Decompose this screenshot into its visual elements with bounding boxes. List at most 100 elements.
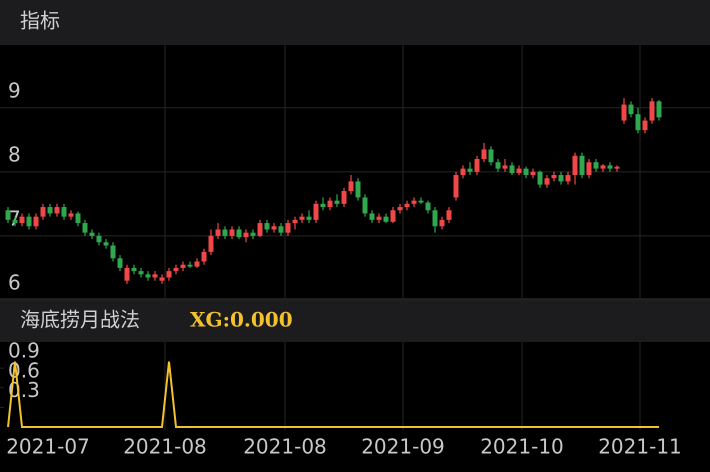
candle-body — [446, 210, 452, 220]
x-tick-label: 2021-10 — [480, 435, 564, 459]
candle-body — [579, 155, 585, 176]
x-tick-label: 2021-11 — [598, 435, 682, 459]
candle-body — [12, 219, 18, 224]
candle-body — [558, 175, 564, 182]
candle-body — [439, 219, 445, 227]
candle-body — [5, 210, 11, 220]
indicator-value: XG:0.000 — [190, 308, 293, 332]
candle-body — [621, 104, 627, 121]
candle-body — [530, 171, 536, 176]
candle-body — [103, 242, 109, 246]
candle-body — [488, 149, 494, 163]
candle-body — [544, 178, 550, 185]
candle-body — [320, 203, 326, 208]
candle-body — [110, 245, 116, 259]
candle-body — [537, 171, 543, 185]
candle-body — [278, 226, 284, 233]
candle-body — [236, 229, 242, 238]
candle-body — [285, 223, 291, 233]
candle-body — [173, 267, 179, 272]
y-tick-label: 7 — [8, 206, 21, 230]
candle-body — [201, 251, 207, 262]
candle-body — [614, 166, 620, 169]
candle-body — [404, 203, 410, 208]
candle-body — [117, 258, 123, 268]
candle-body — [138, 271, 144, 275]
candle-body — [243, 232, 249, 238]
candle-body — [635, 114, 641, 131]
candle-body — [292, 219, 298, 224]
candle-body — [523, 168, 529, 176]
candle-body — [257, 223, 263, 236]
candle-body — [89, 232, 95, 236]
header-title: 指标 — [20, 9, 60, 33]
y-tick-label: 6 — [8, 270, 21, 294]
candle-body — [47, 207, 53, 214]
header-bar — [0, 0, 710, 45]
x-tick-label: 2021-08 — [123, 435, 207, 459]
x-tick-label: 2021-08 — [243, 435, 327, 459]
candle-body — [54, 207, 60, 214]
candle-body — [180, 264, 186, 268]
candle-body — [327, 200, 333, 208]
candle-body — [229, 229, 235, 236]
candle-body — [166, 271, 172, 278]
candle-body — [355, 181, 361, 198]
candle-body — [250, 232, 256, 236]
x-tick-label: 2021-07 — [6, 435, 90, 459]
candle-body — [208, 235, 214, 252]
candle-body — [628, 104, 634, 115]
candle-body — [306, 216, 312, 220]
candle-body — [383, 216, 389, 222]
candle-body — [481, 149, 487, 160]
candle-body — [600, 165, 606, 169]
candle-body — [418, 200, 424, 203]
indicator-bar — [0, 298, 710, 342]
candle-body — [649, 101, 655, 121]
candle-body — [187, 264, 193, 267]
candle-body — [397, 207, 403, 211]
candle-body — [75, 213, 81, 224]
candle-body — [264, 223, 270, 230]
candle-body — [348, 181, 354, 192]
candle-body — [376, 216, 382, 220]
indicator-line — [7, 361, 659, 428]
candle-body — [222, 229, 228, 236]
candle-body — [271, 226, 277, 230]
candle-body — [131, 267, 137, 272]
candle-body — [68, 213, 74, 217]
candle-body — [460, 168, 466, 176]
candle-body — [299, 216, 305, 220]
candle-body — [607, 165, 613, 169]
candle-body — [40, 207, 46, 217]
candle-body — [474, 159, 480, 172]
candle-body — [509, 165, 515, 174]
candle-body — [390, 210, 396, 222]
candle-body — [215, 229, 221, 236]
candle-body — [26, 216, 32, 227]
candle-body — [369, 213, 375, 220]
candle-body — [432, 210, 438, 227]
candle-body — [341, 191, 347, 204]
candle-body — [642, 120, 648, 131]
candle-body — [61, 207, 67, 217]
candle-body — [124, 267, 130, 281]
candle-body — [425, 202, 431, 211]
x-tick-label: 2021-09 — [361, 435, 445, 459]
candle-body — [313, 203, 319, 220]
y-tick-label: 0.9 — [8, 339, 40, 363]
candle-body — [586, 162, 592, 176]
candle-body — [495, 162, 501, 169]
candle-body — [194, 261, 200, 267]
candle-body — [516, 168, 522, 174]
candle-body — [96, 235, 102, 243]
candle-body — [551, 175, 557, 179]
y-tick-label: 9 — [8, 78, 21, 102]
candle-body — [362, 197, 368, 214]
candle-body — [334, 200, 340, 204]
candle-body — [593, 162, 599, 169]
indicator-panel — [0, 342, 710, 472]
y-tick-label: 8 — [8, 142, 21, 166]
candle-body — [656, 101, 662, 118]
